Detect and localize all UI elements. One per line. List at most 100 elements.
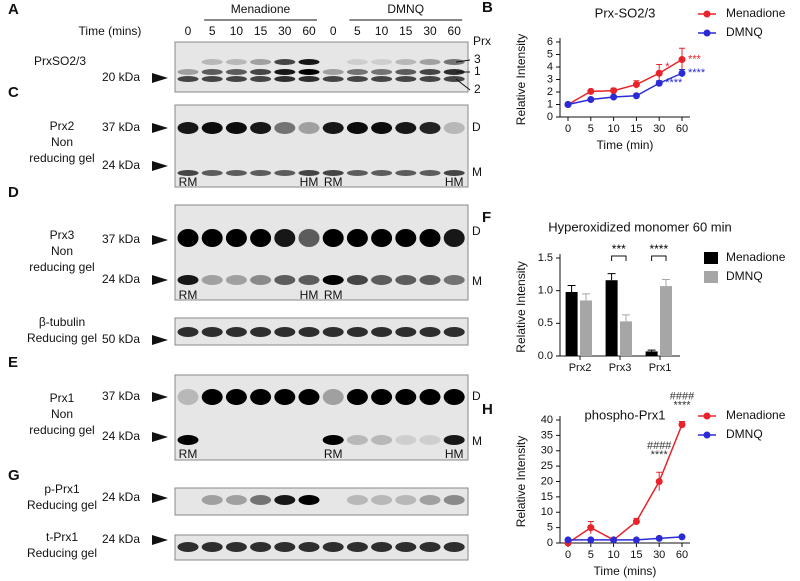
lane-tag: HM bbox=[300, 288, 319, 302]
band bbox=[395, 59, 417, 65]
band bbox=[274, 542, 296, 552]
x-axis-label: Time (mins) bbox=[594, 564, 657, 578]
band bbox=[443, 495, 465, 505]
point bbox=[655, 79, 663, 87]
blot bbox=[174, 204, 469, 301]
band bbox=[419, 59, 441, 65]
y-tick-label: 1 bbox=[547, 98, 553, 110]
x-tick-label: Prx1 bbox=[649, 362, 672, 374]
significance: *** bbox=[688, 53, 702, 65]
arrow bbox=[152, 123, 168, 133]
y-tick-label: 10 bbox=[541, 506, 553, 518]
band-label: 2 bbox=[474, 82, 481, 96]
band bbox=[419, 229, 441, 247]
legend-label: Menadione bbox=[726, 6, 786, 20]
band bbox=[395, 389, 417, 405]
band bbox=[419, 389, 441, 405]
blot-label: reducing gel bbox=[29, 423, 94, 437]
band bbox=[177, 389, 199, 405]
significance: **** bbox=[649, 242, 668, 256]
point bbox=[587, 524, 595, 532]
error-bar bbox=[582, 293, 590, 301]
blot-label: PrxSO2/3 bbox=[34, 54, 86, 68]
band bbox=[201, 122, 223, 134]
band bbox=[371, 327, 393, 337]
band bbox=[371, 275, 393, 285]
chart-title: phospho-Prx1 bbox=[585, 407, 666, 422]
point bbox=[564, 536, 572, 544]
bracket bbox=[611, 255, 627, 261]
band bbox=[250, 69, 272, 75]
band bbox=[274, 229, 296, 247]
point bbox=[587, 536, 595, 544]
legend-marker bbox=[703, 29, 711, 37]
group-label: Menadione bbox=[231, 2, 291, 16]
band bbox=[322, 275, 344, 285]
form-label: M bbox=[472, 434, 482, 448]
line bbox=[567, 424, 683, 544]
band bbox=[346, 122, 368, 134]
marker: 37 kDa bbox=[102, 389, 140, 403]
band bbox=[274, 170, 296, 176]
band bbox=[298, 76, 320, 82]
band bbox=[225, 59, 247, 65]
blot bbox=[174, 534, 469, 561]
panel-letter: D bbox=[8, 184, 19, 201]
band bbox=[298, 229, 320, 247]
marker: 24 kDa bbox=[102, 272, 140, 286]
x-axis-label: Time (min) bbox=[597, 138, 654, 152]
legend-label: Menadione bbox=[726, 250, 786, 264]
band bbox=[298, 69, 320, 75]
blot-label: p-Prx1 bbox=[44, 482, 80, 496]
band bbox=[419, 495, 441, 505]
band bbox=[395, 69, 417, 75]
band bbox=[225, 327, 247, 337]
time-tick: 0 bbox=[330, 24, 337, 38]
chart-title: Hyperoxidized monomer 60 min bbox=[548, 219, 732, 234]
blot-label: β-tubulin bbox=[39, 315, 85, 329]
band bbox=[201, 327, 223, 337]
band bbox=[371, 170, 393, 176]
panel-letter: A bbox=[8, 1, 19, 18]
legend-marker bbox=[703, 431, 711, 439]
band bbox=[201, 495, 223, 505]
panel-letter: B bbox=[482, 0, 493, 16]
form-label: M bbox=[472, 274, 482, 288]
time-tick: 5 bbox=[354, 24, 361, 38]
legend-label: DMNQ bbox=[726, 25, 763, 39]
band bbox=[443, 69, 465, 75]
bracket bbox=[651, 255, 667, 261]
band bbox=[346, 229, 368, 247]
band bbox=[419, 69, 441, 75]
band bbox=[225, 275, 247, 285]
band bbox=[419, 275, 441, 285]
band bbox=[346, 170, 368, 176]
band bbox=[443, 59, 465, 65]
blot-label: Reducing gel bbox=[27, 331, 97, 345]
lane-tag: HM bbox=[445, 447, 464, 461]
y-tick-label: 0 bbox=[547, 537, 553, 549]
point bbox=[655, 478, 663, 485]
y-tick-label: 40 bbox=[541, 414, 553, 426]
time-tick: 10 bbox=[230, 24, 244, 38]
band bbox=[395, 495, 417, 505]
panel-letter: E bbox=[8, 354, 18, 371]
band bbox=[371, 69, 393, 75]
band bbox=[419, 435, 441, 445]
band bbox=[298, 327, 320, 337]
lane-tag: RM bbox=[324, 288, 343, 302]
y-tick-label: 1.5 bbox=[538, 252, 553, 264]
arrow bbox=[152, 493, 168, 503]
lane-tag: RM bbox=[179, 288, 198, 302]
band bbox=[443, 542, 465, 552]
bar bbox=[605, 280, 618, 356]
band bbox=[298, 275, 320, 285]
panel-letter: H bbox=[482, 401, 493, 418]
leader bbox=[455, 59, 471, 63]
point bbox=[655, 69, 663, 77]
band bbox=[346, 435, 368, 445]
band bbox=[177, 69, 199, 75]
band bbox=[443, 76, 465, 82]
point bbox=[678, 533, 686, 541]
bar bbox=[565, 291, 578, 356]
